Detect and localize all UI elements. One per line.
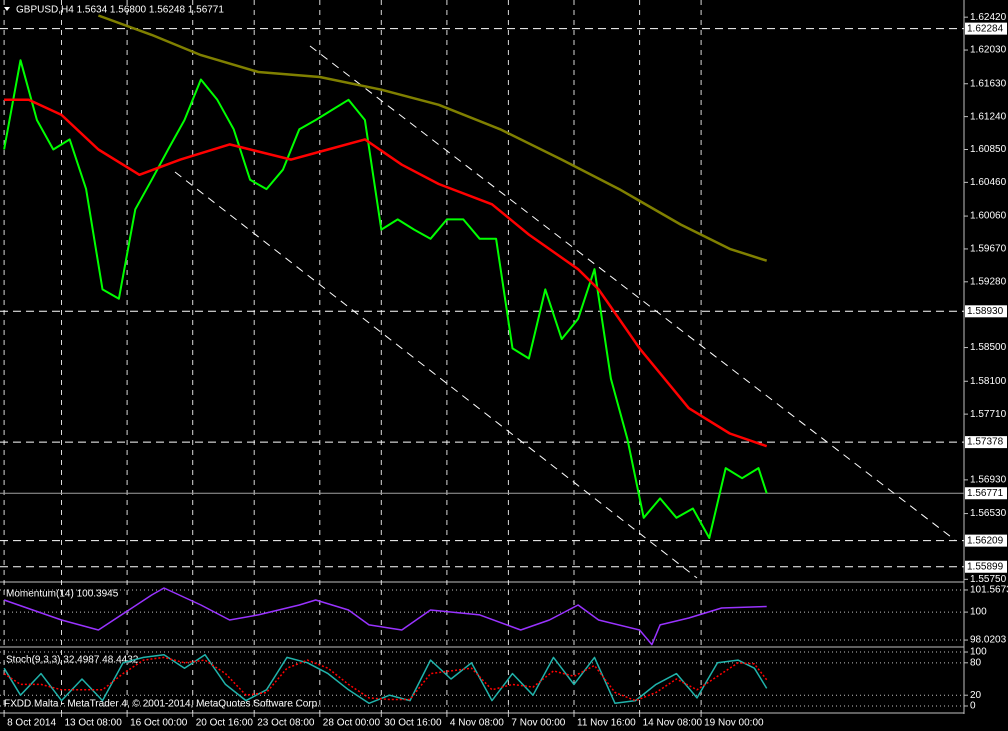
series-line xyxy=(3,656,768,702)
level-label-box xyxy=(965,534,1007,547)
x-tick-label: 14 Nov 08:00 xyxy=(643,718,703,729)
series-line xyxy=(4,98,768,448)
x-tick-label: 23 Oct 08:00 xyxy=(257,718,315,729)
y-tick-label: 1.61630 xyxy=(970,78,1007,89)
level-label: 1.57378 xyxy=(967,437,1004,448)
x-tick-label: 4 Nov 08:00 xyxy=(450,718,504,729)
series-line xyxy=(3,653,768,705)
series-line xyxy=(3,59,768,539)
y-tick-label: 101.5673 xyxy=(970,585,1008,596)
x-tick-label: 11 Nov 16:00 xyxy=(577,718,636,729)
y-tick-label: 100 xyxy=(970,647,987,658)
y-tick-label: 1.55750 xyxy=(970,574,1007,585)
y-tick-label: 100 xyxy=(970,607,987,618)
indicator-title: Stoch(9,3,3) 32.4987 48.4432 xyxy=(6,655,139,666)
series-line xyxy=(97,14,768,262)
x-tick-label: 30 Oct 16:00 xyxy=(384,718,442,729)
level-label: 1.56209 xyxy=(967,535,1004,546)
indicator-title: Momentum(14) 100.3945 xyxy=(6,589,119,600)
level-label-box xyxy=(965,436,1007,449)
level-label: 1.62284 xyxy=(967,23,1004,34)
y-tick-label: 1.61240 xyxy=(970,111,1007,122)
x-tick-label: 7 Nov 00:00 xyxy=(511,718,565,729)
y-tick-label: 1.59670 xyxy=(970,244,1007,255)
x-tick-label: 20 Oct 16:00 xyxy=(196,718,254,729)
y-tick-label: 0 xyxy=(970,701,976,712)
x-tick-label: 8 Oct 2014 xyxy=(7,718,56,729)
series-line xyxy=(3,587,767,646)
chart-title: GBPUSD,H4 1.5634 1.56800 1.56248 1.56771 xyxy=(16,5,224,16)
y-tick-label: 1.56930 xyxy=(970,475,1007,486)
y-tick-label: 98.0203 xyxy=(970,635,1007,646)
level-label-box xyxy=(965,560,1007,573)
x-tick-label: 28 Oct 00:00 xyxy=(323,718,381,729)
y-tick-label: 1.62030 xyxy=(970,45,1007,56)
level-label: 1.58930 xyxy=(967,306,1004,317)
y-tick-label: 1.60060 xyxy=(970,211,1007,222)
broker-annotation: FXDD Malta - MetaTrader 4, © 2001-2014, … xyxy=(4,699,320,710)
x-tick-label: 13 Oct 08:00 xyxy=(65,718,123,729)
y-tick-label: 1.56530 xyxy=(970,508,1007,519)
y-tick-label: 20 xyxy=(970,690,982,701)
y-tick-label: 80 xyxy=(970,657,982,668)
level-label: 1.55899 xyxy=(967,561,1004,572)
y-tick-label: 1.58500 xyxy=(970,342,1007,353)
channel-line xyxy=(174,171,698,579)
level-label-box xyxy=(965,305,1007,318)
y-tick-label: 1.58100 xyxy=(970,376,1007,387)
y-tick-label: 1.60850 xyxy=(970,144,1007,155)
y-tick-label: 1.59280 xyxy=(970,276,1007,287)
x-tick-label: 19 Nov 00:00 xyxy=(704,718,764,729)
x-tick-label: 16 Oct 00:00 xyxy=(130,718,188,729)
y-tick-label: 1.57710 xyxy=(970,409,1007,420)
y-tick-label: 1.60460 xyxy=(970,177,1007,188)
y-tick-label: 1.62420 xyxy=(970,12,1007,23)
price-label: 1.56771 xyxy=(967,488,1004,499)
channel-line xyxy=(309,45,956,541)
level-label-box xyxy=(965,22,1007,35)
price-label-box xyxy=(965,487,1007,500)
menu-arrow[interactable] xyxy=(4,7,10,11)
